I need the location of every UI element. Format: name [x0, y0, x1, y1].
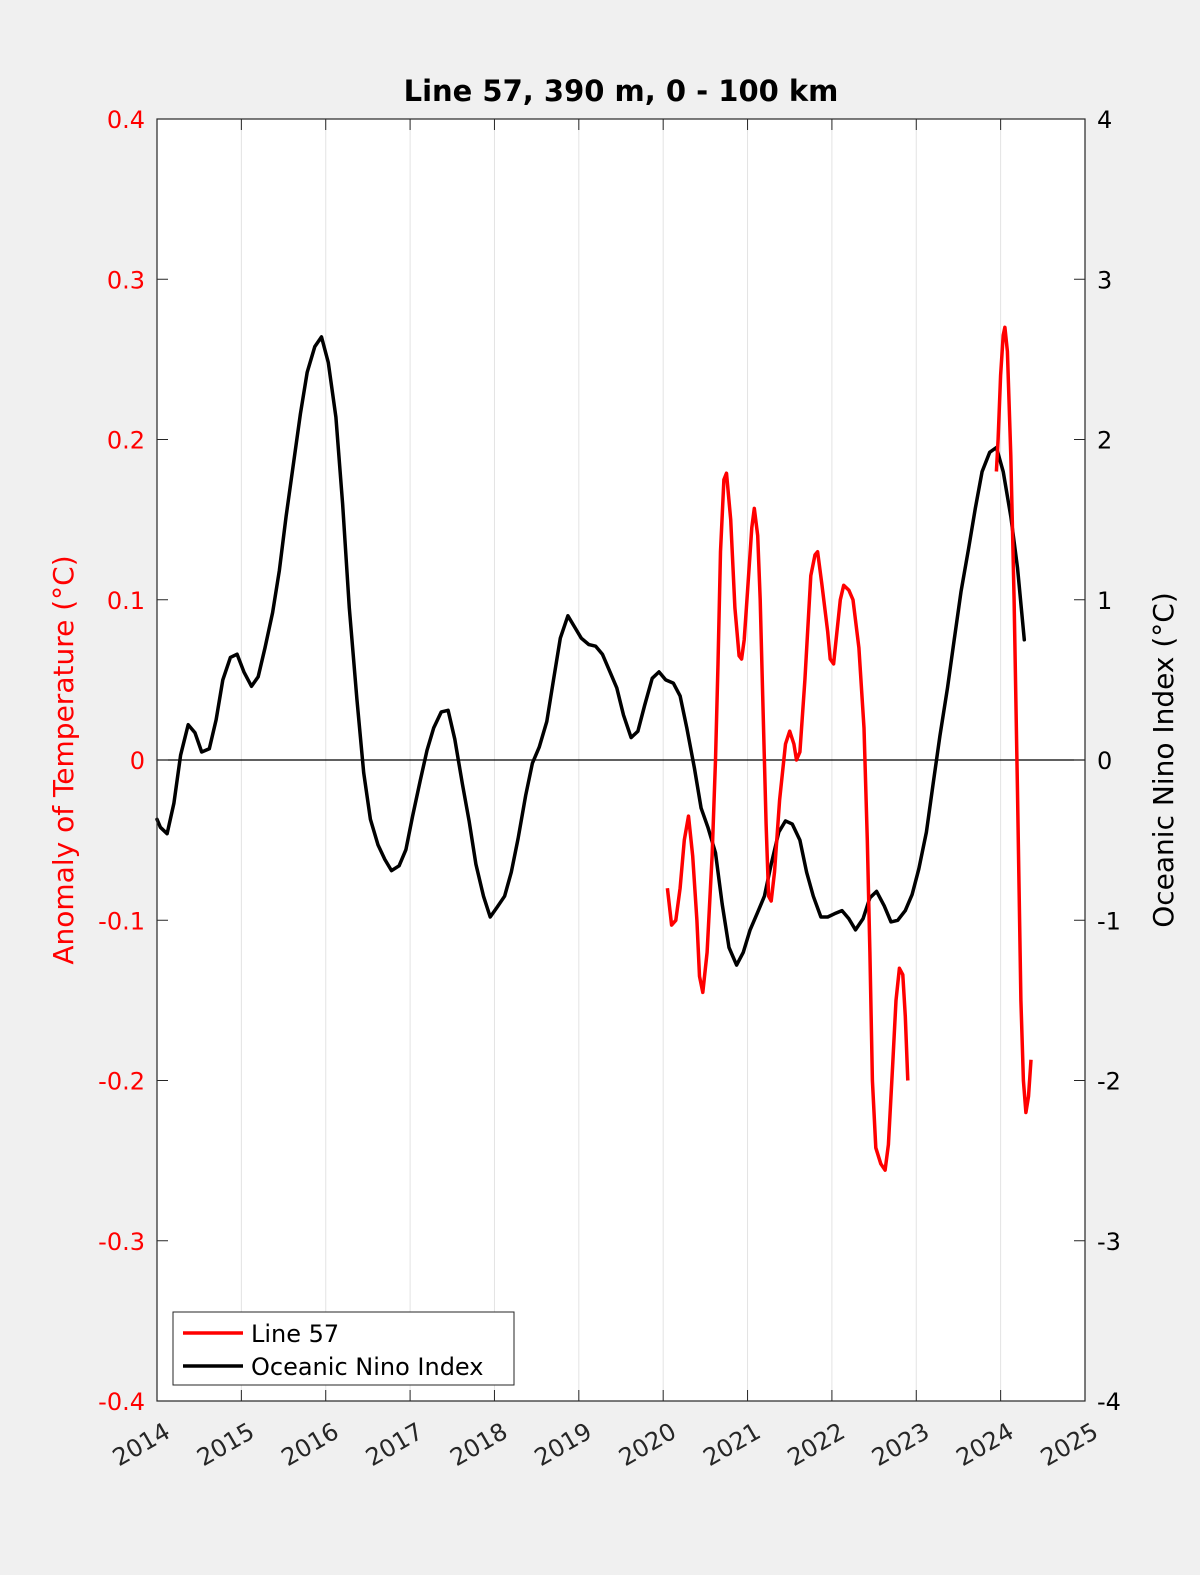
- series-layer: [155, 325, 1033, 1172]
- y-right-tick-label: 0: [1097, 747, 1112, 775]
- y-right-tick-label: -3: [1097, 1228, 1121, 1256]
- y-left-tick-label: 0: [130, 747, 145, 775]
- y-right-tick-label: 1: [1097, 587, 1112, 615]
- y-axis-right-label: Oceanic Nino Index (°C): [1147, 592, 1180, 928]
- y-right-tick-label: -4: [1097, 1388, 1121, 1416]
- y-left-tick-label: 0.2: [107, 427, 145, 455]
- y-axis-left-label: Anomaly of Temperature (°C): [47, 555, 80, 964]
- y-right-tick-label: -1: [1097, 907, 1121, 935]
- y-right-tick-label: -2: [1097, 1068, 1121, 1096]
- y-right-tick-label: 3: [1097, 266, 1112, 294]
- y-left-tick-label: 0.3: [107, 266, 145, 294]
- chart-title: Line 57, 390 m, 0 - 100 km: [404, 74, 839, 108]
- legend-label-oni: Oceanic Nino Index: [251, 1353, 483, 1381]
- y-left-tick-label: -0.4: [98, 1388, 145, 1416]
- legend-label-line57: Line 57: [251, 1320, 339, 1348]
- y-left-tick-label: -0.3: [98, 1228, 145, 1256]
- y-left-tick-label: 0.1: [107, 587, 145, 615]
- y-left-tick-label: -0.1: [98, 907, 145, 935]
- y-right-tick-label: 4: [1097, 106, 1112, 134]
- y-left-tick-label: -0.2: [98, 1068, 145, 1096]
- legend: Line 57 Oceanic Nino Index: [172, 1311, 515, 1386]
- y-left-tick-label: 0.4: [107, 106, 145, 134]
- legend-box: [172, 1311, 515, 1386]
- series-line-oceanic-nino-index: [155, 335, 1027, 967]
- series-line-line57-segment-2: [994, 325, 1033, 1115]
- series-line-line57-segment-1: [665, 471, 910, 1172]
- y-right-tick-label: 2: [1097, 427, 1112, 455]
